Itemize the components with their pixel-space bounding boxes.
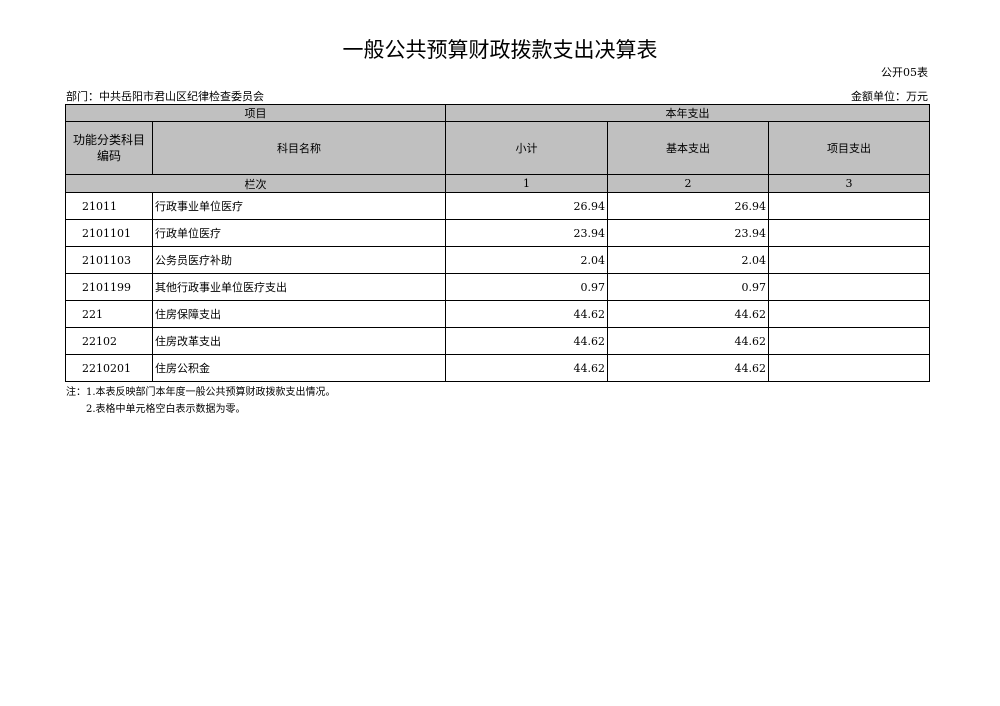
cell-name: 行政事业单位医疗: [152, 192, 446, 220]
notes: 注：1.本表反映部门本年度一般公共预算财政拨款支出情况。 2.表格中单元格空白表…: [66, 384, 336, 418]
table-row: 2101199 其他行政事业单位医疗支出 0.97 0.97: [65, 273, 930, 301]
cell-subtotal: 2.04: [445, 246, 608, 274]
cell-subtotal: 44.62: [445, 354, 608, 382]
header-name: 科目名称: [152, 121, 446, 175]
cell-code: 22102: [65, 327, 153, 355]
cell-subtotal: 44.62: [445, 300, 608, 328]
cell-subtotal: 44.62: [445, 327, 608, 355]
cell-basic: 44.62: [607, 300, 769, 328]
cell-name: 住房保障支出: [152, 300, 446, 328]
table-row: 22102 住房改革支出 44.62 44.62: [65, 327, 930, 355]
cell-project: [768, 354, 930, 382]
table-row: 2101101 行政单位医疗 23.94 23.94: [65, 219, 930, 247]
cell-basic: 2.04: [607, 246, 769, 274]
cell-project: [768, 219, 930, 247]
cell-basic: 0.97: [607, 273, 769, 301]
cell-subtotal: 26.94: [445, 192, 608, 220]
cell-name: 住房改革支出: [152, 327, 446, 355]
header-current-year: 本年支出: [445, 104, 930, 122]
cell-project: [768, 246, 930, 274]
header-project: 项目支出: [768, 121, 930, 175]
header-code: 功能分类科目编码: [65, 121, 153, 175]
cell-code: 2101101: [65, 219, 153, 247]
cell-project: [768, 327, 930, 355]
cell-code: 2101199: [65, 273, 153, 301]
table-row: 21011 行政事业单位医疗 26.94 26.94: [65, 192, 930, 220]
department-label: 部门：中共岳阳市君山区纪律检查委员会: [66, 90, 264, 103]
header-idx2: 2: [607, 174, 769, 193]
table-row: 2210201 住房公积金 44.62 44.62: [65, 354, 930, 382]
cell-project: [768, 300, 930, 328]
cell-project: [768, 273, 930, 301]
cell-name: 住房公积金: [152, 354, 446, 382]
header-subtotal: 小计: [445, 121, 608, 175]
header-item: 项目: [65, 104, 446, 122]
expenditure-table: 项目 本年支出 功能分类科目编码 科目名称 小计 基本支出 项目支出 栏次 1 …: [65, 104, 930, 382]
cell-code: 2101103: [65, 246, 153, 274]
note-2: 2.表格中单元格空白表示数据为零。: [86, 404, 246, 415]
form-number: 公开05表: [881, 66, 928, 79]
table-row: 2101103 公务员医疗补助 2.04 2.04: [65, 246, 930, 274]
cell-basic: 23.94: [607, 219, 769, 247]
cell-code: 21011: [65, 192, 153, 220]
cell-subtotal: 0.97: [445, 273, 608, 301]
unit-label: 金额单位：万元: [851, 90, 928, 103]
note-1: 注：1.本表反映部门本年度一般公共预算财政拨款支出情况。: [66, 387, 336, 398]
cell-project: [768, 192, 930, 220]
table-row: 221 住房保障支出 44.62 44.62: [65, 300, 930, 328]
header-idx3: 3: [768, 174, 930, 193]
cell-name: 行政单位医疗: [152, 219, 446, 247]
page-title: 一般公共预算财政拨款支出决算表: [342, 38, 658, 62]
header-col-index: 栏次: [65, 174, 446, 193]
cell-code: 2210201: [65, 354, 153, 382]
cell-basic: 44.62: [607, 354, 769, 382]
cell-code: 221: [65, 300, 153, 328]
cell-name: 公务员医疗补助: [152, 246, 446, 274]
cell-name: 其他行政事业单位医疗支出: [152, 273, 446, 301]
cell-basic: 26.94: [607, 192, 769, 220]
header-idx1: 1: [445, 174, 608, 193]
cell-basic: 44.62: [607, 327, 769, 355]
cell-subtotal: 23.94: [445, 219, 608, 247]
header-basic: 基本支出: [607, 121, 769, 175]
